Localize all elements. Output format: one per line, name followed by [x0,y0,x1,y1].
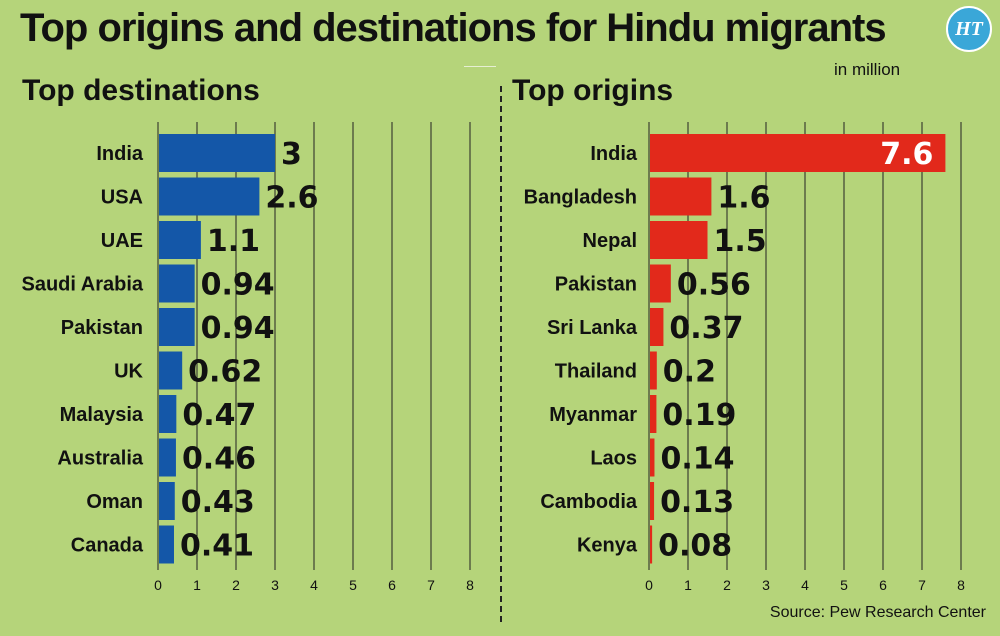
destinations-bar [159,221,201,259]
destinations-value-label: 0.46 [182,442,256,477]
destinations-title: Top destinations [22,74,260,107]
origins-bar [650,525,653,564]
destinations-bar [159,351,183,390]
destinations-value-label: 0.94 [201,268,275,303]
origins-category-label: Sri Lanka [547,317,638,339]
destinations-category-label: Australia [57,448,143,470]
destinations-tick-label: 7 [427,577,435,593]
origins-category-label: India [590,143,638,165]
origins-bar [650,221,708,259]
destinations-value-label: 3 [281,137,302,172]
panel-divider [500,86,502,622]
origins-value-label: 1.5 [714,224,767,259]
destinations-bar [159,438,176,477]
destinations-value-label: 0.62 [188,355,262,390]
destinations-bar [159,482,175,520]
destinations-category-label: UAE [101,230,143,252]
destinations-category-label: USA [101,187,143,209]
destinations-tick-label: 5 [349,577,357,593]
origins-bar [650,395,657,433]
destinations-category-label: Pakistan [61,317,143,339]
origins-tick-label: 5 [840,577,848,593]
destinations-tick-label: 8 [466,577,474,593]
destinations-tick-label: 2 [232,577,240,593]
origins-tick-label: 1 [684,577,692,593]
origins-bar [650,177,712,216]
destinations-chart: 0 1 2 3 4 5 6 7 8 India 3 USA 2.6 UAE 1.1 Saudi Arabia 0… [21,122,474,593]
origins-value-label: 1.6 [717,181,770,216]
origins-value-label: 0.56 [677,268,751,303]
origins-tick-label: 0 [645,577,653,593]
origins-category-label: Thailand [555,361,637,383]
origins-value-label: 0.2 [663,355,716,390]
destinations-bar [159,264,195,303]
unit-note: in million [834,60,901,79]
destinations-value-label: 1.1 [207,224,260,259]
destinations-value-label: 2.6 [265,181,318,216]
destinations-value-label: 0.94 [201,311,275,346]
origins-category-label: Myanmar [549,404,637,426]
origins-bar [650,264,671,303]
origins-category-label: Bangladesh [524,187,637,209]
title-rule [464,66,496,67]
origins-value-label: 7.6 [880,137,933,172]
page-title: Top origins and destinations for Hindu m… [20,6,887,50]
destinations-bar [159,395,177,433]
source-note: Source: Pew Research Center [769,604,986,621]
logo-text: HT [955,17,983,40]
destinations-tick-label: 4 [310,577,318,593]
origins-value-label: 0.13 [660,485,734,520]
origins-tick-label: 2 [723,577,731,593]
origins-value-label: 0.37 [669,311,743,346]
origins-tick-label: 6 [879,577,887,593]
origins-bar [650,134,946,172]
destinations-bar [159,177,260,216]
origins-category-label: Nepal [583,230,637,252]
origins-bar [650,482,655,520]
origins-tick-label: 7 [918,577,926,593]
origins-tick-label: 8 [957,577,965,593]
destinations-bar [159,134,275,172]
destinations-bar [159,308,195,346]
origins-bar [650,438,655,477]
origins-bar [650,308,664,346]
destinations-tick-label: 6 [388,577,396,593]
destinations-category-label: UK [114,361,143,383]
destinations-tick-label: 0 [154,577,162,593]
origins-category-label: Laos [590,448,637,470]
destinations-tick-label: 1 [193,577,201,593]
origins-category-label: Pakistan [555,274,637,296]
destinations-value-label: 0.41 [180,529,254,564]
origins-title: Top origins [512,74,674,107]
destinations-category-label: Saudi Arabia [21,274,143,296]
ht-logo: HT [946,6,992,52]
destinations-value-label: 0.43 [181,485,255,520]
destinations-bar [159,525,174,564]
origins-value-label: 0.08 [658,529,732,564]
origins-value-label: 0.19 [662,398,736,433]
destinations-category-label: Malaysia [60,404,144,426]
origins-bar [650,351,657,390]
destinations-category-label: India [96,143,144,165]
destinations-category-label: Canada [71,535,144,557]
origins-category-label: Cambodia [540,491,638,513]
origins-tick-label: 4 [801,577,809,593]
destinations-value-label: 0.47 [182,398,256,433]
origins-value-label: 0.14 [660,442,734,477]
origins-category-label: Kenya [577,535,638,557]
destinations-category-label: Oman [86,491,143,513]
origins-tick-label: 3 [762,577,770,593]
destinations-tick-label: 3 [271,577,279,593]
